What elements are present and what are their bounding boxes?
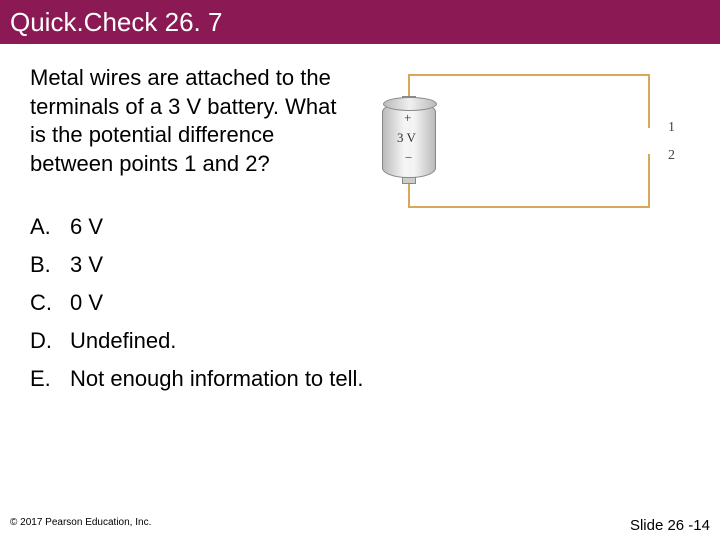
copyright: © 2017 Pearson Education, Inc. [10,517,151,534]
wire-top-right [648,74,650,128]
option-text: 3 V [70,254,103,276]
page-title: Quick.Check 26. 7 [10,7,222,38]
option-letter: D. [30,330,70,352]
option-letter: E. [30,368,70,390]
option-text: 0 V [70,292,103,314]
footer: © 2017 Pearson Education, Inc. Slide 26 … [10,517,710,534]
option-text: Not enough information to tell. [70,368,364,390]
content: Metal wires are attached to the terminal… [0,44,720,494]
wire-bottom [408,206,648,208]
battery-minus: − [405,150,412,166]
point-1-label: 1 [668,120,675,136]
wire-bottom-left [408,180,410,208]
option-d: D. Undefined. [30,330,696,352]
option-b: B. 3 V [30,254,696,276]
question-text: Metal wires are attached to the terminal… [30,64,350,178]
option-text: Undefined. [70,330,176,352]
circuit-diagram: + 3 V − 1 2 [380,62,690,232]
title-bar: Quick.Check 26. 7 [0,0,720,44]
option-text: 6 V [70,216,103,238]
option-c: C. 0 V [30,292,696,314]
wire-bottom-right [648,154,650,208]
battery-plus: + [404,110,411,126]
slide-number: Slide 26 -14 [630,517,710,534]
option-letter: A. [30,216,70,238]
wire-top [408,74,648,76]
battery-voltage-label: 3 V [397,130,416,146]
option-letter: B. [30,254,70,276]
option-e: E. Not enough information to tell. [30,368,696,390]
answer-options: A. 6 V B. 3 V C. 0 V D. Undefined. E. No… [30,216,696,390]
option-letter: C. [30,292,70,314]
point-2-label: 2 [668,148,675,164]
